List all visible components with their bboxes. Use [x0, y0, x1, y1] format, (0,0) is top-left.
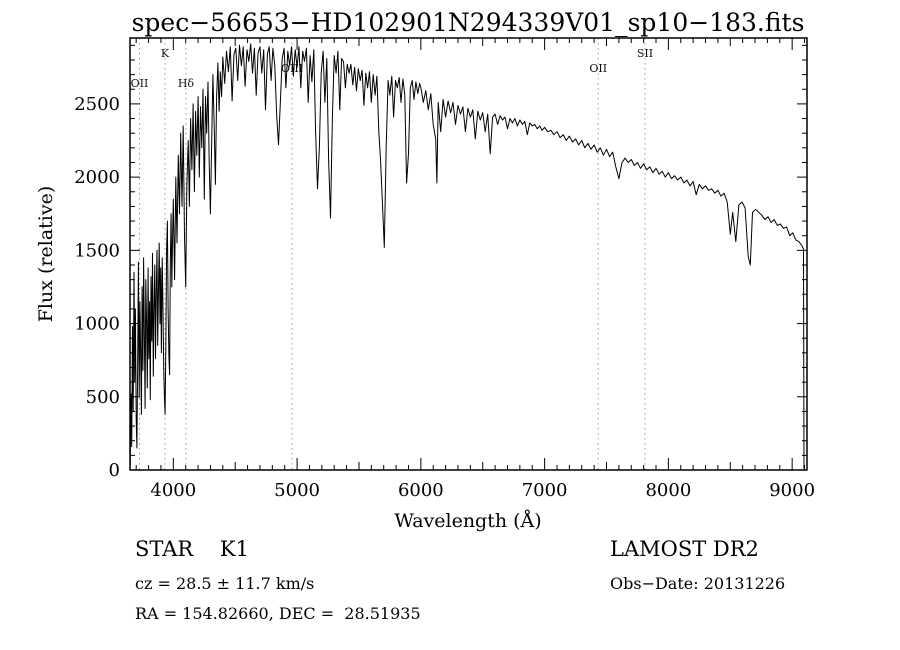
spectral-line-label: K: [161, 47, 170, 60]
y-tick-label: 2000: [74, 167, 120, 188]
spectral-line-label: OII: [589, 62, 607, 75]
y-tick-label: 1500: [74, 240, 120, 261]
y-tick-label: 0: [109, 460, 120, 481]
spectral-line-label: Hδ: [178, 77, 195, 90]
x-tick-label: 5000: [274, 480, 320, 501]
x-tick-label: 8000: [645, 480, 691, 501]
obs-date-label: Obs−Date: 20131226: [610, 574, 785, 593]
y-tick-label: 2500: [74, 94, 120, 115]
x-axis-label: Wavelength (Å): [394, 510, 541, 532]
x-tick-label: 9000: [769, 480, 815, 501]
y-axis-label: Flux (relative): [35, 186, 57, 323]
plot-title: spec−56653−HD102901N294339V01_sp10−183.f…: [132, 8, 805, 37]
cz-label: cz = 28.5 ± 11.7 km/s: [135, 574, 314, 593]
coords-label: RA = 154.82660, DEC = 28.51935: [135, 604, 421, 623]
survey-label: LAMOST DR2: [610, 537, 759, 561]
spectral-line-label: OII: [131, 77, 149, 90]
x-tick-label: 4000: [150, 480, 196, 501]
plot-frame: [129, 37, 808, 471]
spectrum-path: [129, 43, 805, 471]
spectral-line-label: SII: [637, 47, 653, 60]
x-tick-label: 6000: [398, 480, 444, 501]
x-tick-label: 7000: [522, 480, 568, 501]
y-tick-label: 1000: [74, 314, 120, 335]
y-tick-label: 500: [86, 387, 120, 408]
star-class-label: STAR K1: [135, 537, 249, 561]
